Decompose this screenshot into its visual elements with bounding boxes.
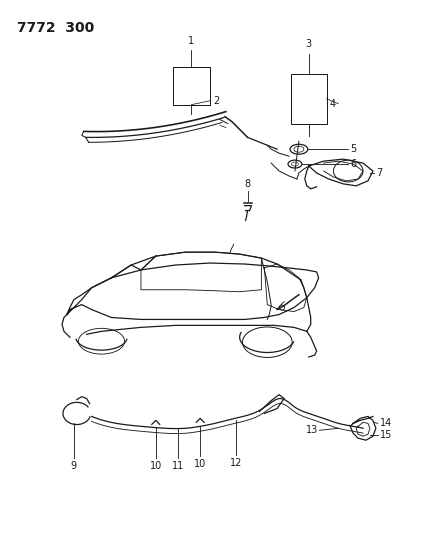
Bar	[291, 74, 327, 124]
Text: 8: 8	[244, 179, 251, 189]
Text: 7772  300: 7772 300	[17, 21, 94, 35]
Text: 1: 1	[188, 36, 194, 46]
Text: 5: 5	[350, 144, 357, 154]
Text: 9: 9	[71, 461, 77, 471]
Text: 3: 3	[306, 39, 312, 49]
Text: 15: 15	[380, 430, 392, 440]
Text: 10: 10	[150, 461, 162, 471]
Text: 6: 6	[350, 159, 357, 169]
Text: 2: 2	[213, 96, 219, 106]
Text: 13: 13	[306, 425, 318, 435]
Text: 7: 7	[376, 168, 382, 178]
Text: 10: 10	[194, 459, 206, 469]
Text: 14: 14	[380, 418, 392, 429]
Text: 12: 12	[229, 458, 242, 468]
Text: 11: 11	[172, 461, 184, 471]
Bar	[172, 67, 210, 104]
Text: 4: 4	[330, 99, 336, 109]
